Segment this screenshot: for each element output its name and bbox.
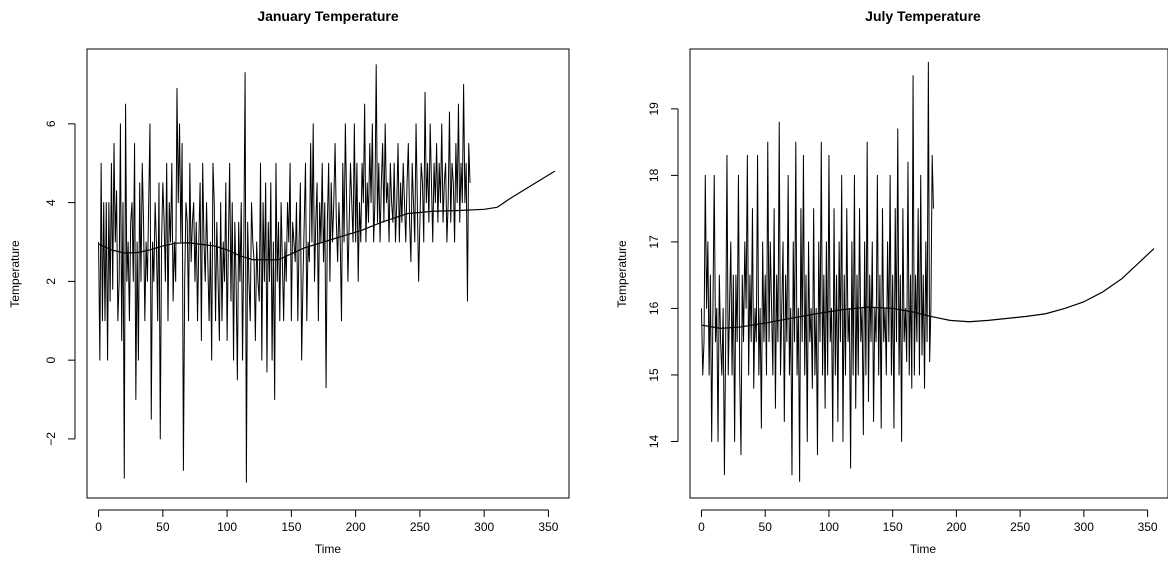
x-tick-label: 50	[759, 520, 773, 534]
x-tick-label: 50	[156, 520, 170, 534]
x-tick-label: 100	[819, 520, 839, 534]
temperature-series-line	[700, 61, 934, 482]
july-panel: July Temperature 0 50 100 150 200 250 300 350 1…	[615, 8, 1168, 556]
x-axis-label: Time	[910, 542, 937, 556]
x-tick-label: 200	[946, 520, 966, 534]
x-axis-label: Time	[315, 542, 342, 556]
y-tick-label: −2	[44, 432, 58, 446]
x-tick-label: 250	[1010, 520, 1030, 534]
x-tick-label: 0	[95, 520, 102, 534]
y-axis-label: Temperature	[615, 240, 629, 308]
x-tick-label: 100	[217, 520, 237, 534]
x-tick-label: 150	[281, 520, 301, 534]
x-axis: 0 50 100 150 200 250 300 350	[95, 509, 559, 534]
y-axis-label: Temperature	[8, 240, 22, 308]
y-tick-label: 0	[44, 356, 58, 363]
series-lines	[98, 64, 556, 483]
y-tick-label: 17	[647, 235, 661, 249]
january-panel: January Temperature 0 50 100 150 200 250 300 35…	[8, 8, 570, 556]
plot-frame	[86, 48, 570, 499]
smoothed-trend-line	[98, 170, 556, 261]
x-tick-label: 0	[698, 520, 705, 534]
x-tick-label: 300	[474, 520, 494, 534]
x-tick-label: 350	[538, 520, 558, 534]
x-axis: 0 50 100 150 200 250 300 350	[698, 509, 1158, 534]
y-tick-label: 16	[647, 301, 661, 315]
y-tick-label: 14	[647, 434, 661, 448]
x-tick-label: 150	[883, 520, 903, 534]
chart-title: January Temperature	[257, 8, 399, 24]
y-axis: 14 15 16 17 18 19	[647, 102, 679, 448]
smoothed-trend-line	[701, 248, 1155, 329]
temperature-series-line	[98, 64, 471, 483]
plot-frame	[689, 48, 1168, 499]
y-tick-label: 18	[647, 168, 661, 182]
y-axis: −2 0 2 4 6	[44, 120, 76, 446]
y-tick-label: 19	[647, 102, 661, 116]
y-tick-label: 4	[44, 199, 58, 206]
x-tick-label: 300	[1074, 520, 1094, 534]
y-tick-label: 15	[647, 368, 661, 382]
chart-title: July Temperature	[865, 8, 981, 24]
x-tick-label: 200	[346, 520, 366, 534]
x-tick-label: 250	[410, 520, 430, 534]
y-tick-label: 2	[44, 278, 58, 285]
y-tick-label: 6	[44, 120, 58, 127]
series-lines	[700, 61, 1155, 482]
x-tick-label: 350	[1138, 520, 1158, 534]
